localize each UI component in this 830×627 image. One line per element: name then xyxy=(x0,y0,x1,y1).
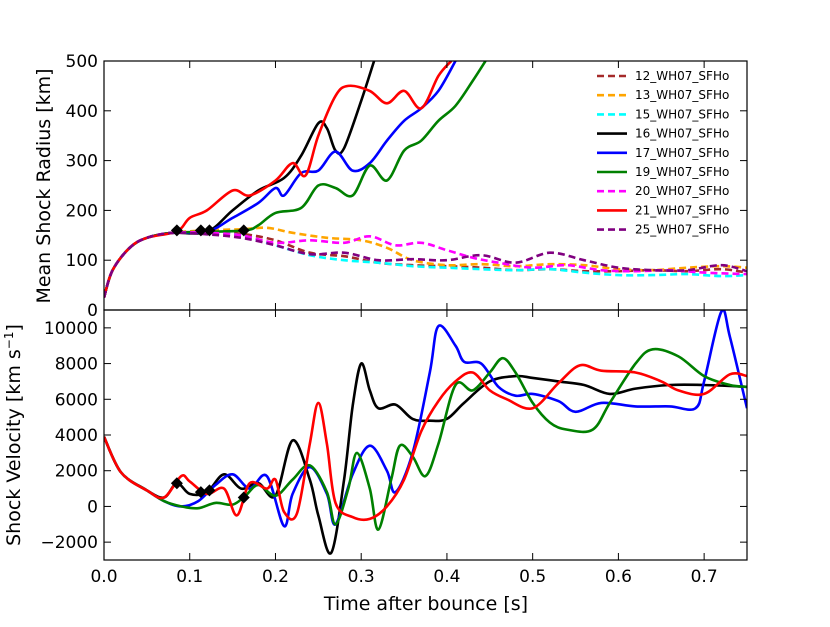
radius-line-25 xyxy=(104,231,747,298)
velocity-series xyxy=(104,310,747,555)
x-tick-label: 0.4 xyxy=(433,567,460,587)
velocity-y-tick-label: 0 xyxy=(87,497,98,517)
legend-item-21: 21_WH07_SFHo xyxy=(597,203,729,217)
legend-label: 25_WH07_SFHo xyxy=(635,223,729,237)
x-tick-label: 0.1 xyxy=(176,567,203,587)
x-tick-label: 0.2 xyxy=(262,567,289,587)
legend-item-15: 15_WH07_SFHo xyxy=(597,107,729,121)
velocity-line-19 xyxy=(104,347,747,531)
y-axis-label-velocity-main: Shock Velocity [km s xyxy=(3,349,25,546)
radius-y-tick-label: 400 xyxy=(66,102,98,122)
radius-line-16 xyxy=(104,61,376,298)
radius-y-tick-label: 100 xyxy=(66,251,98,271)
velocity-y-tick-label: 6000 xyxy=(55,390,98,410)
legend-item-16: 16_WH07_SFHo xyxy=(597,127,729,141)
legend: 12_WH07_SFHo 13_WH07_SFHo 15_WH07_SFHo 16_W… xyxy=(597,69,729,237)
shock-radius-plot: 0 100 200 300 400 500 xyxy=(66,52,748,321)
y-axis-label-radius: Mean Shock Radius [km] xyxy=(33,68,55,303)
radius-y-tick-label: 0 xyxy=(87,301,98,321)
legend-label: 12_WH07_SFHo xyxy=(635,69,729,83)
radius-explosion-marker xyxy=(170,224,183,237)
y-axis-label-velocity-end: ] xyxy=(3,324,25,331)
radius-y-tick-label: 500 xyxy=(66,52,98,72)
velocity-explosion-marker xyxy=(237,491,250,504)
velocity-y-tick-label: 4000 xyxy=(55,426,98,446)
velocity-explosion-marker xyxy=(170,477,183,490)
x-tick-label: 0.7 xyxy=(691,567,718,587)
velocity-y-tick-label: 10000 xyxy=(44,319,98,339)
radius-explosion-marker xyxy=(194,224,207,237)
velocity-plot-frame xyxy=(103,309,748,561)
radius-line-15 xyxy=(104,231,747,298)
x-axis-label: Time after bounce [s] xyxy=(323,593,528,615)
legend-label: 20_WH07_SFHo xyxy=(635,184,729,198)
radius-explosion-marker xyxy=(203,224,216,237)
legend-item-12: 12_WH07_SFHo xyxy=(597,69,729,83)
velocity-explosion-marker xyxy=(194,486,207,499)
legend-label: 21_WH07_SFHo xyxy=(635,203,729,217)
legend-item-20: 20_WH07_SFHo xyxy=(597,184,729,198)
y-axis-label-velocity-sup: −1 xyxy=(2,332,16,350)
x-tick-label: 0.6 xyxy=(605,567,632,587)
legend-label: 16_WH07_SFHo xyxy=(635,127,729,141)
x-tick-label: 0.3 xyxy=(348,567,375,587)
x-tick-label: 0.5 xyxy=(519,567,546,587)
legend-item-25: 25_WH07_SFHo xyxy=(597,223,729,237)
legend-label: 17_WH07_SFHo xyxy=(635,146,729,160)
velocity-explosion-marker xyxy=(203,484,216,497)
legend-label: 13_WH07_SFHo xyxy=(635,88,729,102)
x-tick-label: 0.0 xyxy=(90,567,117,587)
radius-line-13 xyxy=(104,226,747,298)
velocity-y-tick-label: −2000 xyxy=(40,533,98,553)
legend-item-13: 13_WH07_SFHo xyxy=(597,88,729,102)
radius-line-21 xyxy=(104,61,453,298)
radius-line-20 xyxy=(104,231,747,298)
shock-velocity-plot: −2000 0 2000 4000 6000 8000 10000 0.0 0.1 0.2 0.3 0… xyxy=(40,309,748,587)
legend-item-19: 19_WH07_SFHo xyxy=(597,165,729,179)
radius-y-tick-label: 200 xyxy=(66,201,98,221)
y-axis-label-velocity: Shock Velocity [km s−1] xyxy=(2,324,25,546)
radius-y-tick-label: 300 xyxy=(66,152,98,172)
legend-label: 15_WH07_SFHo xyxy=(635,107,729,121)
radius-series xyxy=(104,61,747,298)
radius-explosion-marker xyxy=(237,224,250,237)
legend-label: 19_WH07_SFHo xyxy=(635,165,729,179)
legend-item-17: 17_WH07_SFHo xyxy=(597,146,729,160)
velocity-y-tick-label: 8000 xyxy=(55,355,98,375)
velocity-y-tick-label: 2000 xyxy=(55,462,98,482)
radius-line-12 xyxy=(104,230,747,298)
